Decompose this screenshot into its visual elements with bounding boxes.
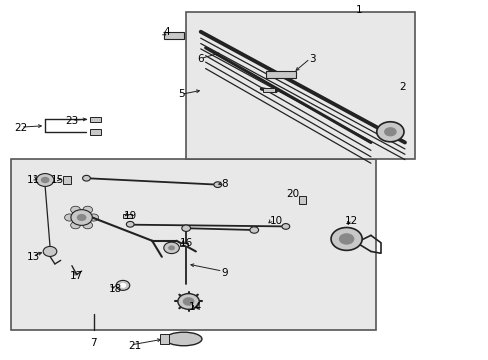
Circle shape (213, 182, 221, 188)
Text: 15: 15 (51, 175, 64, 185)
Circle shape (36, 174, 54, 186)
Circle shape (71, 210, 92, 225)
Bar (11, 158, 375, 330)
Circle shape (82, 175, 90, 181)
Text: 8: 8 (221, 179, 228, 189)
Text: 12: 12 (344, 216, 357, 226)
Bar (90, 117, 101, 122)
Circle shape (183, 297, 194, 306)
Text: 14: 14 (189, 302, 202, 312)
Circle shape (163, 242, 179, 253)
Circle shape (178, 294, 199, 309)
Bar (180, 243, 187, 246)
Circle shape (41, 177, 49, 183)
Circle shape (82, 222, 92, 229)
Circle shape (249, 227, 258, 233)
Text: 1: 1 (355, 5, 361, 15)
Text: 2: 2 (398, 82, 405, 92)
Text: 21: 21 (128, 341, 142, 351)
Bar (186, 12, 414, 158)
Text: 18: 18 (109, 284, 122, 294)
Bar (160, 334, 168, 344)
Text: 20: 20 (286, 189, 299, 199)
Text: 4: 4 (163, 27, 170, 37)
Text: 13: 13 (26, 252, 40, 262)
Bar (266, 71, 295, 78)
Text: 19: 19 (123, 211, 137, 221)
Circle shape (376, 122, 403, 142)
Circle shape (71, 222, 80, 229)
Bar (164, 32, 183, 39)
Circle shape (119, 283, 126, 288)
Ellipse shape (165, 332, 202, 346)
Text: 5: 5 (178, 89, 184, 99)
Circle shape (82, 206, 92, 213)
Text: 9: 9 (221, 268, 228, 278)
Bar (62, 176, 71, 184)
Text: 3: 3 (308, 54, 315, 64)
Bar (123, 213, 132, 218)
Circle shape (338, 233, 354, 245)
Circle shape (182, 225, 190, 231)
Text: 6: 6 (197, 54, 203, 64)
Bar (262, 88, 274, 92)
Text: 11: 11 (26, 175, 40, 185)
Bar (90, 129, 101, 135)
Circle shape (282, 224, 289, 229)
Circle shape (43, 247, 57, 256)
Circle shape (168, 246, 175, 250)
Circle shape (71, 206, 80, 213)
Text: 23: 23 (65, 116, 79, 126)
Text: 17: 17 (70, 271, 83, 282)
Bar (299, 196, 305, 203)
Text: 16: 16 (179, 238, 192, 248)
Circle shape (64, 214, 74, 221)
Circle shape (126, 221, 134, 227)
Text: 7: 7 (90, 338, 97, 347)
Circle shape (116, 280, 129, 291)
Text: 22: 22 (14, 123, 27, 133)
Text: 10: 10 (269, 216, 282, 226)
Circle shape (77, 214, 86, 221)
Circle shape (383, 127, 396, 136)
Circle shape (89, 214, 99, 221)
Circle shape (330, 228, 362, 250)
